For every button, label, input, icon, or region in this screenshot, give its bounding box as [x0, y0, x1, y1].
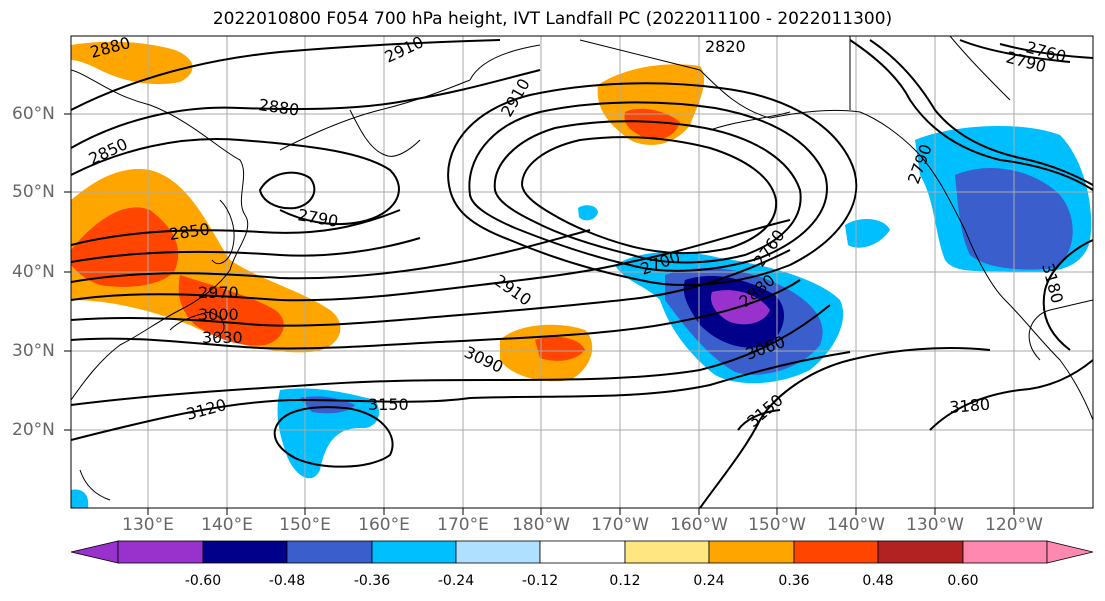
- colorbar-extend-low: [70, 540, 119, 564]
- contour-label: 2790: [296, 205, 339, 231]
- lon-label: 180°W: [512, 515, 570, 535]
- lat-label: 30°N: [12, 341, 55, 361]
- colorbar-tick-label: -0.60: [184, 573, 222, 589]
- colorbar-bin: [455, 540, 541, 564]
- lon-label: 150°W: [748, 515, 806, 535]
- graticule: [71, 36, 1093, 508]
- colorbar-tick-label: 0.36: [778, 573, 810, 589]
- lon-label: 150°E: [279, 515, 331, 535]
- map-title: 2022010800 F054 700 hPa height, IVT Land…: [212, 9, 893, 29]
- colorbar-tick-label: 0.12: [609, 573, 641, 589]
- contour-label: 2880: [257, 95, 300, 119]
- colorbar-tick-label: -0.48: [268, 573, 306, 589]
- height-contours: [71, 39, 1093, 508]
- colorbar-tick-label: -0.36: [353, 573, 391, 589]
- lat-label: 40°N: [12, 262, 55, 282]
- contour-label: 2850: [86, 134, 131, 168]
- contour-label: 3030: [202, 328, 243, 347]
- colorbar: [70, 540, 1094, 564]
- lon-label: 170°E: [437, 515, 489, 535]
- contour-label: 2820: [705, 37, 746, 56]
- lon-label: 120°W: [985, 515, 1043, 535]
- lat-label: 20°N: [12, 420, 55, 440]
- contour-label: 2970: [198, 283, 239, 302]
- lon-label: 140°E: [201, 515, 253, 535]
- contour-label: 3120: [184, 395, 228, 424]
- colorbar-bin: [117, 540, 204, 564]
- colorbar-bin: [877, 540, 964, 564]
- contour-label: 2910: [382, 32, 427, 66]
- colorbar-tick-label: 0.48: [862, 573, 894, 589]
- lat-label: 60°N: [12, 104, 55, 124]
- colorbar-tick-label: 0.60: [947, 573, 979, 589]
- lon-label: 160°W: [670, 515, 728, 535]
- colorbar-bin: [624, 540, 710, 564]
- colorbar-bin: [286, 540, 373, 564]
- colorbar-bin: [962, 540, 1048, 564]
- contour-label: 3090: [461, 342, 506, 376]
- colorbar-extend-high: [1046, 540, 1094, 564]
- lon-label: 140°W: [827, 515, 885, 535]
- contour-label: 3150: [368, 395, 409, 414]
- contour-label: 2910: [497, 75, 534, 120]
- colorbar-tick-label: -0.24: [437, 573, 475, 589]
- lon-label: 130°E: [122, 515, 174, 535]
- colorbar-bin: [371, 540, 457, 564]
- map-plot: 2880 2910 2820 2760 2790 2880 2850 2790 …: [71, 32, 1093, 508]
- contour-label: 3000: [198, 305, 239, 324]
- coastlines: [71, 36, 1093, 501]
- colorbar-tick-label: 0.24: [693, 573, 725, 589]
- lon-label: 170°W: [591, 515, 649, 535]
- colorbar-bin: [793, 540, 879, 564]
- colorbar-bin: [708, 540, 795, 564]
- colorbar-bin: [539, 540, 626, 564]
- contour-label: 2910: [491, 271, 535, 310]
- lon-label: 160°E: [358, 515, 410, 535]
- lon-label: 130°W: [906, 515, 964, 535]
- lat-label: 50°N: [12, 182, 55, 202]
- colorbar-tick-label: -0.12: [521, 573, 559, 589]
- contour-label: 3180: [949, 395, 991, 417]
- colorbar-bin: [202, 540, 288, 564]
- axis-ticks: [64, 113, 1015, 515]
